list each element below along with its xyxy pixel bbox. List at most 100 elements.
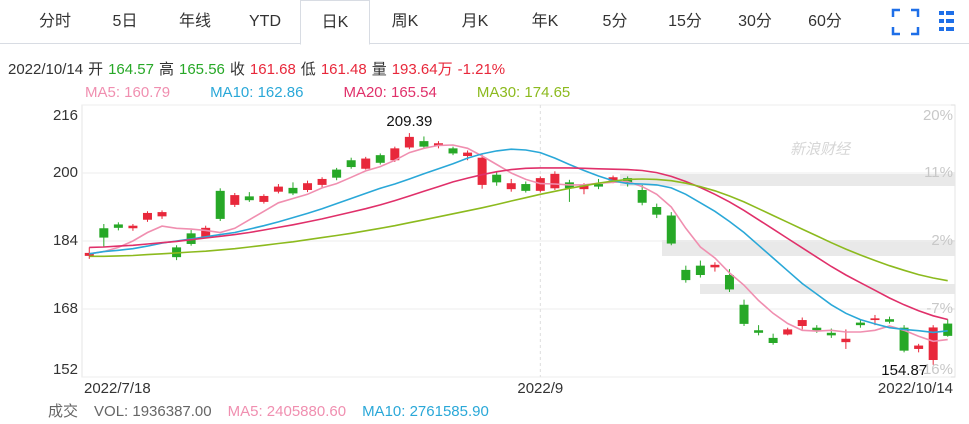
volume-item: MA5: 2405880.60 [227, 403, 347, 420]
tab[interactable]: YTD [249, 13, 281, 30]
quote-change: -1.21% [457, 61, 506, 78]
candle-body [739, 304, 749, 324]
candle-body [623, 178, 633, 184]
candle-body [928, 327, 938, 360]
candle-body [419, 141, 429, 147]
candle-body [288, 187, 298, 194]
tab[interactable]: 5日 [112, 13, 138, 30]
tab[interactable]: 15分 [668, 13, 702, 30]
tab[interactable]: 月K [461, 13, 489, 30]
volume-info: 成交 VOL: 1936387.00 MA5: 2405880.60 MA10: 27… [48, 400, 505, 421]
ma-legend: MA5: 160.79 MA10: 162.86 MA20: 165.54 MA30:… [85, 84, 610, 101]
candle-body [899, 327, 909, 351]
tab[interactable]: 年线 [178, 13, 211, 30]
volume-item: MA10: 2761585.90 [362, 403, 489, 420]
candle-body [375, 155, 385, 163]
quote-label: 收 [229, 61, 245, 78]
quote-value: 161.48 [320, 61, 367, 78]
candle-body [637, 190, 647, 203]
candle-body [943, 323, 953, 336]
candle-body [579, 184, 589, 190]
y-tick-label: 184 [53, 232, 78, 249]
tab[interactable]: 周K [391, 13, 419, 30]
candle-body [201, 227, 211, 237]
candle-body [463, 152, 473, 156]
candle-body [259, 195, 269, 202]
candle-body [506, 183, 516, 190]
candle-body [230, 195, 240, 205]
watermark: 新浪财经 [790, 141, 852, 158]
candle-body [448, 148, 458, 154]
candle-body [826, 332, 836, 336]
quote-value: 161.68 [249, 61, 296, 78]
candle-body [695, 265, 705, 275]
candle-body [157, 212, 167, 217]
candle-body [855, 322, 865, 326]
y-tick-label: 152 [53, 361, 78, 378]
quote-label: 低 [300, 61, 316, 78]
tab[interactable]: 分时 [38, 13, 71, 30]
chart: 新浪财经 216 200 184 168 152 20% 11% 2% -7% -16% 2022/7… [53, 104, 956, 397]
quote-label: 高 [158, 61, 174, 78]
legend-entry: MA30: 174.65 [476, 84, 571, 101]
quote-label: 开 [88, 61, 104, 78]
quote-value: 165.56 [179, 61, 225, 78]
candle-body [710, 264, 720, 268]
ma-line [89, 178, 948, 282]
y-tick-label: 168 [53, 300, 78, 317]
candle-body [754, 330, 764, 333]
candle-body [535, 178, 545, 191]
candle-body [317, 178, 327, 185]
quote-info: 2022/10/14 开 164.57 高 165.56 收 161.68 低 161.48 量 1… [8, 58, 510, 79]
candle-body [390, 148, 400, 161]
candle-body [885, 319, 895, 322]
tab[interactable]: 60分 [808, 13, 842, 30]
volume-title: 成交 [48, 403, 79, 420]
tab[interactable]: 年K [531, 13, 559, 30]
candle-body [812, 327, 822, 332]
candle-body [550, 173, 560, 189]
x-tick-label: 2022/7/18 [84, 380, 151, 397]
candle-body [841, 338, 851, 343]
quote-value: 193.64万 [391, 61, 453, 78]
y-tick-label: 200 [53, 164, 78, 181]
x-tick-label: 2022/9 [517, 380, 563, 397]
y2-tick-label: 20% [923, 107, 953, 124]
ma-line [89, 148, 948, 334]
legend-entry: MA5: 160.79 [85, 84, 171, 101]
candle-body [99, 228, 109, 238]
candle-body [492, 174, 502, 183]
tab[interactable]: 30分 [738, 13, 772, 30]
tab[interactable]: 日K [300, 0, 370, 45]
candle-body [521, 184, 531, 191]
ma-line [89, 167, 948, 321]
candle-body [666, 215, 676, 244]
candle-body [477, 157, 487, 185]
x-tick-label: 2022/10/14 [878, 380, 953, 397]
y2-tick-label: -16% [918, 361, 953, 378]
candle-body [346, 160, 356, 168]
candle-body [433, 143, 443, 146]
tab[interactable]: 5分 [602, 13, 628, 30]
price-zones [620, 174, 955, 294]
y2-tick-label: 2% [931, 232, 953, 249]
quote-date: 2022/10/14 [8, 61, 84, 78]
candle-body [914, 345, 924, 349]
candle-body [244, 196, 254, 201]
quote-label: 量 [371, 61, 387, 78]
candle-body [84, 252, 94, 256]
candle-body [681, 269, 691, 281]
candle-body [361, 158, 371, 169]
candle-body [113, 224, 123, 228]
candle-body [142, 212, 152, 220]
candle-body [768, 337, 778, 343]
quote-value: 164.57 [108, 61, 154, 78]
candle-body [608, 177, 618, 181]
candle-body [652, 207, 662, 215]
candle-body [273, 186, 283, 192]
candle-body [128, 225, 138, 229]
legend-entry: MA20: 165.54 [343, 84, 437, 101]
candle-body [783, 329, 793, 335]
candle-body [215, 190, 225, 219]
